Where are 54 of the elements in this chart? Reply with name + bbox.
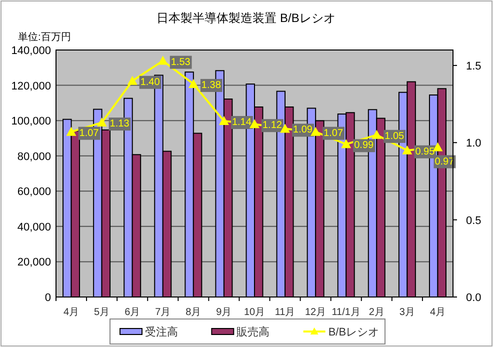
- data-label: 1.07: [324, 128, 344, 139]
- x-tick-label: 11/1月: [332, 307, 360, 318]
- data-label: 1.12: [262, 120, 282, 132]
- x-tick-label: 5月: [94, 307, 110, 318]
- y2-tick-label: 0.5: [466, 214, 482, 227]
- y-tick-label: 40,000: [17, 221, 51, 234]
- x-tick-label: 2月: [368, 307, 384, 318]
- chart-title: 日本製半導体製造装置 B/Bレシオ: [156, 11, 336, 25]
- data-label: 1.09: [293, 124, 313, 136]
- point: [218, 116, 229, 126]
- x-tick-label: 11月: [274, 307, 296, 318]
- point: [188, 78, 198, 88]
- x-tick-label: 12月: [305, 307, 326, 318]
- x-tick-label: 3月: [399, 307, 415, 318]
- point: [127, 76, 138, 85]
- y-tick-label: 80,000: [17, 150, 51, 163]
- legend-label: 販売高: [236, 326, 270, 338]
- data-label: 1.07: [79, 128, 100, 139]
- point: [310, 126, 321, 136]
- y2-tick-label: 1.5: [466, 60, 482, 72]
- y-tick-label: 120,000: [11, 80, 51, 92]
- data-label: 1.38: [201, 80, 222, 91]
- data-label: 1.40: [140, 76, 160, 88]
- point: [280, 124, 290, 133]
- data-label: 1.53: [170, 56, 191, 68]
- x-tick-label: 9月: [216, 307, 232, 318]
- x-tick-label: 8月: [186, 307, 202, 318]
- point: [432, 142, 443, 152]
- y-tick-label: 60,000: [17, 186, 51, 198]
- point: [66, 126, 76, 136]
- y-tick-label: 140,000: [11, 45, 51, 57]
- data-label: 1.13: [110, 118, 130, 130]
- x-tick-label: 7月: [155, 307, 171, 318]
- data-label: 0.95: [415, 146, 436, 158]
- x-tick-label: 10月: [244, 307, 266, 318]
- data-label: 1.05: [384, 130, 405, 142]
- data-label: 0.99: [354, 140, 374, 152]
- y-tick-label: 0: [44, 292, 51, 304]
- y-axis-title: 単位:百万円: [18, 31, 71, 43]
- y-tick-label: 100,000: [11, 116, 51, 128]
- point: [402, 145, 412, 154]
- x-tick-label: 6月: [124, 307, 140, 318]
- legend-label: 受注高: [145, 326, 178, 338]
- data-label: 1.14: [232, 117, 252, 128]
- point: [372, 130, 382, 139]
- point: [158, 56, 168, 65]
- y-tick-label: 20,000: [17, 256, 51, 269]
- legend-label: B/Bレシオ: [328, 326, 380, 338]
- y2-tick-label: 1.0: [466, 138, 482, 150]
- y2-tick-label: 0.0: [466, 292, 482, 304]
- point: [96, 118, 107, 127]
- point: [341, 139, 352, 148]
- x-tick-label: 4月: [430, 307, 446, 318]
- x-tick-label: 4月: [63, 307, 80, 318]
